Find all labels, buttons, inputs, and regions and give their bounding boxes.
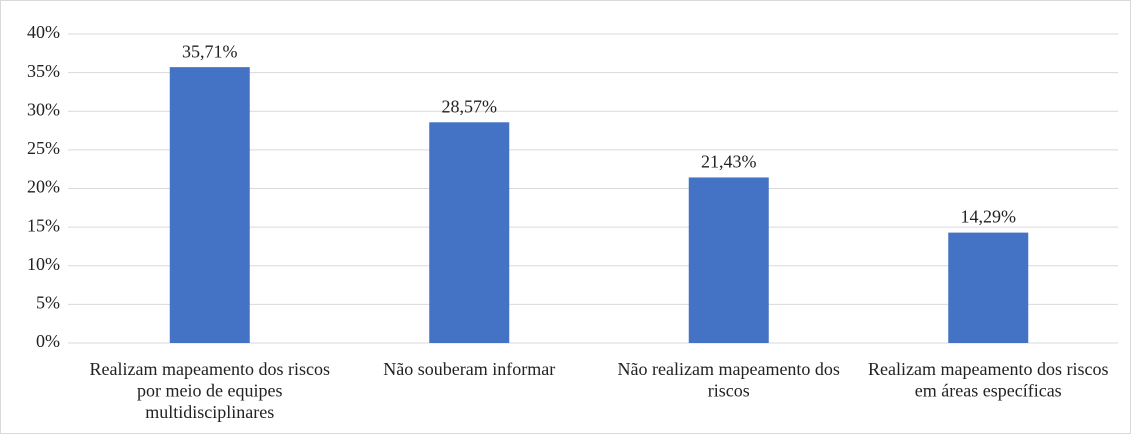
y-tick-label: 30% (27, 99, 60, 119)
x-tick-label: Não souberam informar (383, 359, 555, 379)
bar (429, 122, 510, 343)
x-tick-label: Realizam mapeamento dos riscos em áreas e… (868, 359, 1108, 401)
data-label: 14,29% (961, 207, 1017, 227)
x-tick-label: Realizam mapeamento dos riscos por meio d… (90, 359, 330, 422)
bar (688, 177, 769, 343)
y-tick-label: 20% (27, 177, 60, 197)
y-tick-label: 25% (27, 138, 60, 158)
y-tick-label: 5% (36, 293, 60, 313)
data-label: 21,43% (701, 152, 757, 172)
y-tick-label: 35% (27, 61, 60, 81)
data-label: 28,57% (442, 96, 498, 116)
y-tick-label: 40% (27, 22, 60, 42)
bar (948, 232, 1029, 343)
data-label: 35,71% (182, 41, 238, 61)
bar (169, 67, 250, 343)
y-tick-label: 15% (27, 215, 60, 235)
y-tick-label: 0% (36, 331, 60, 351)
y-tick-label: 10% (27, 254, 60, 274)
x-tick-label: Não realizam mapeamento dos riscos (618, 359, 840, 401)
